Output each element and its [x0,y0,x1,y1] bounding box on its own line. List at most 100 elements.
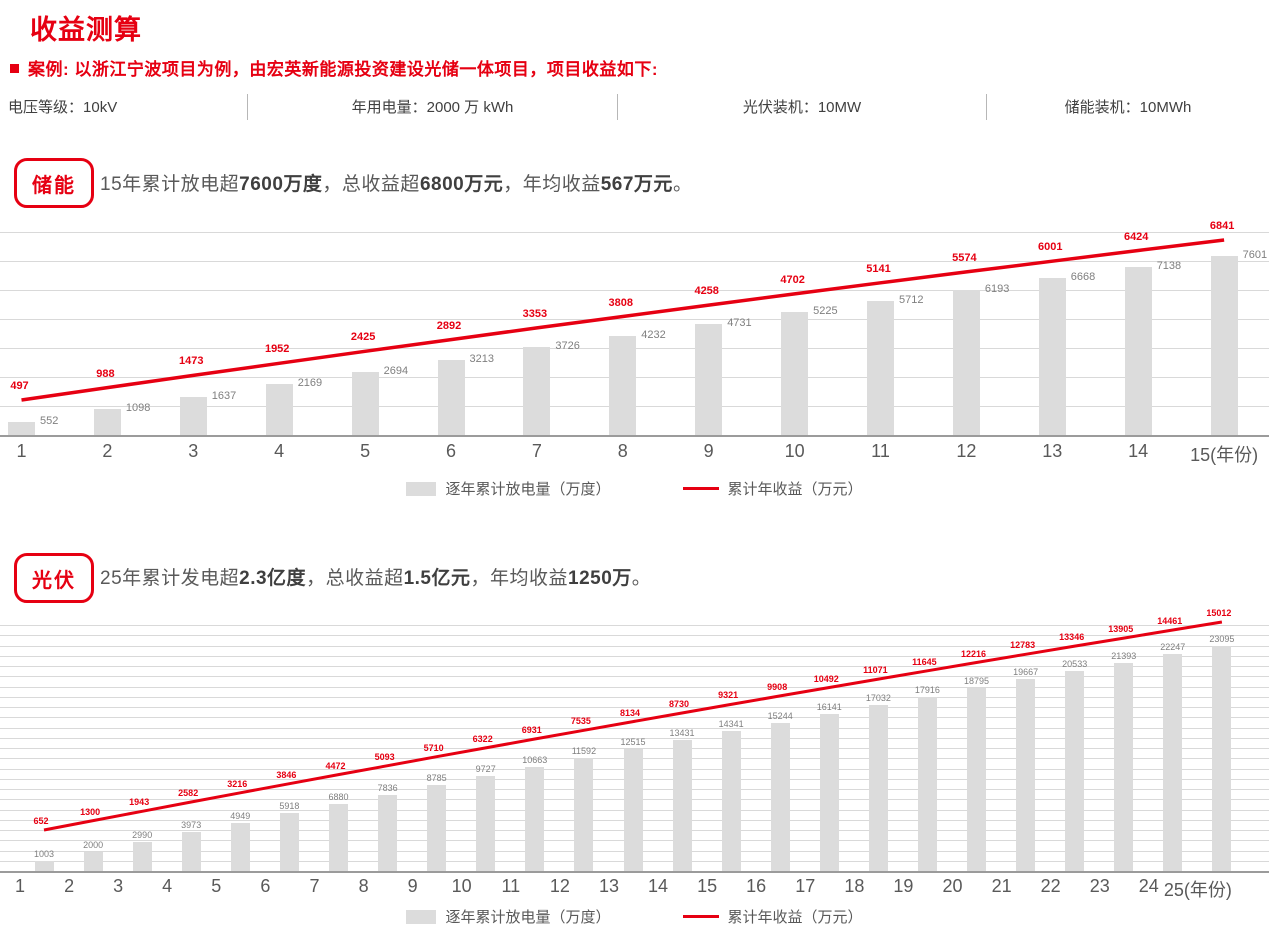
bar [770,722,790,871]
info-ess-capacity-value: 10MWh [1139,99,1192,116]
gridline [0,686,1269,688]
gridline [0,778,1269,780]
bar [351,371,379,435]
bar-value-label: 2990 [132,829,153,840]
bar [437,359,465,435]
gridline [0,737,1269,739]
bar-value-label: 12515 [620,737,646,748]
line-value-label: 11071 [863,665,888,676]
summary-segment: 。 [631,568,652,589]
bar-value-label: 5918 [279,801,300,812]
summary-segment: ，年均收益 [503,174,601,195]
line-value-label: 4472 [325,760,346,771]
summary-segment: 1250万 [568,568,632,589]
summary-segment: ，总收益超 [306,568,404,589]
line-value-label: 6424 [1123,230,1149,243]
line-value-label: 6001 [1038,241,1063,254]
line-value-label: 5093 [374,751,395,762]
bar-value-label: 19667 [1013,667,1039,678]
gridline [0,860,1269,862]
line-value-label: 13346 [1059,632,1085,643]
gridline [0,319,1269,320]
info-voltage-value: 10kV [83,99,118,116]
line-value-label: 1473 [179,355,204,368]
bar [1163,654,1183,871]
info-divider [986,94,987,120]
x-axis-label: 8 [358,876,369,896]
legend-bar-label: 逐年累计放电量（万度） [445,481,611,498]
x-axis-line [0,435,1269,437]
legend-item-bar: 逐年累计放电量（万度） [406,478,611,499]
gridline [0,666,1269,667]
x-axis-label: 7 [531,441,542,461]
bar [1016,679,1036,871]
line-value-label: 652 [33,816,49,826]
x-axis-label: 19 [893,876,914,896]
line-value-label: 5141 [866,262,891,275]
gridline [0,850,1269,852]
line-value-label: 12216 [960,648,987,659]
bar-value-label: 6880 [328,792,349,802]
line-value-label: 7535 [570,716,591,727]
gridline [0,377,1269,378]
bar-value-label: 22247 [1160,642,1186,653]
x-axis-label: 5 [211,876,222,896]
bar [1114,662,1134,871]
bar [623,749,643,871]
bar [329,804,348,871]
gridline [0,290,1269,291]
gridline [0,232,1269,233]
bar [230,822,250,871]
legend-line-label: 累计年收益（万元） [727,909,863,926]
bar [721,731,741,871]
x-axis-label: 3 [113,876,124,896]
gridline [0,635,1269,637]
bar [83,851,103,871]
line-value-label: 3808 [608,296,634,309]
line-value-label: 9908 [767,681,788,692]
gridline [0,799,1269,801]
x-axis-label: 17 [795,876,816,896]
summary-segment: 25年累计发电超 [100,568,240,589]
bar [672,740,692,871]
summary-segment: 15年累计放电超 [100,174,240,195]
legend-bar-label: 逐年累计放电量（万度） [445,909,611,926]
bar-value-label: 2169 [297,377,323,389]
gridline [0,840,1269,842]
badge-storage: 储能 [14,158,94,208]
x-axis-label: 23 [1089,876,1110,896]
line-value-label: 11645 [912,656,937,667]
line-value-label: 3846 [276,769,297,780]
x-axis-label: 3 [188,441,199,461]
bar-value-label: 3726 [555,340,580,353]
bar-value-label: 14341 [718,719,744,730]
bar-value-label: 1637 [211,389,237,402]
line-value-label: 3216 [227,778,248,789]
bar-value-label: 17032 [865,693,891,704]
bar-swatch-icon [406,481,437,496]
info-pv-capacity-label: 光伏装机： [742,99,818,116]
bar-value-label: 20533 [1062,659,1088,669]
bar [93,409,121,435]
x-axis-label: 13 [1042,441,1063,461]
line-value-label: 14461 [1157,616,1183,626]
bar-value-label: 4949 [230,810,251,821]
gridline [0,707,1269,708]
gridline [0,819,1269,821]
x-axis-label: 6 [260,876,271,896]
line-value-label: 6841 [1209,220,1235,232]
bar-value-label: 7138 [1156,260,1182,273]
x-axis-label: 14 [1128,441,1149,461]
line-value-label: 8134 [619,707,641,718]
gridline [0,261,1269,262]
legend-item-line: 累计年收益（万元） [682,478,863,499]
line-value-label: 4258 [694,285,719,298]
gridline [0,406,1269,407]
info-voltage: 电压等级：10kV [8,96,238,117]
bar-value-label: 2000 [83,839,104,850]
summary-segment: 1.5亿元 [403,568,471,589]
gridline [0,645,1269,647]
